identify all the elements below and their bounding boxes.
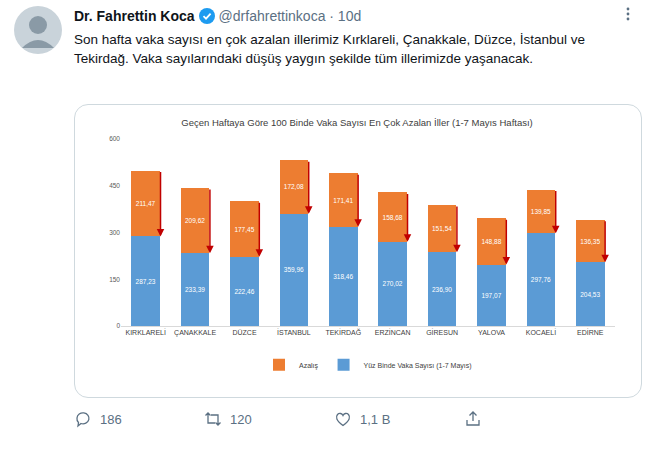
- svg-text:209,62: 209,62: [185, 217, 205, 224]
- svg-text:177,45: 177,45: [234, 226, 254, 233]
- html-text:1,1 B: 1,1 B: [360, 411, 391, 427]
- svg-text:148,88: 148,88: [481, 238, 501, 245]
- svg-text:YALOVA: YALOVA: [478, 329, 505, 336]
- svg-text:297,76: 297,76: [531, 276, 551, 283]
- html-text:186: 186: [100, 411, 122, 427]
- svg-text:EDİRNE: EDİRNE: [577, 328, 604, 336]
- svg-text:287,23: 287,23: [136, 278, 156, 285]
- svg-text:300: 300: [109, 229, 120, 236]
- svg-text:139,85: 139,85: [531, 208, 551, 215]
- svg-text:136,35: 136,35: [580, 238, 600, 245]
- svg-text:197,07: 197,07: [481, 292, 501, 299]
- svg-text:Azalış: Azalış: [299, 362, 319, 370]
- svg-text:150: 150: [109, 276, 120, 283]
- svg-text:204,53: 204,53: [580, 291, 600, 298]
- svg-text:151,54: 151,54: [432, 225, 452, 232]
- svg-text:TEKİRDAĞ: TEKİRDAĞ: [325, 328, 361, 336]
- svg-text:318,46: 318,46: [333, 273, 353, 280]
- svg-text:450: 450: [109, 182, 120, 189]
- svg-text:600: 600: [109, 135, 120, 142]
- svg-text:158,68: 158,68: [383, 214, 403, 221]
- svg-text:Yüz Binde Vaka Sayısı (1-7 May: Yüz Binde Vaka Sayısı (1-7 Mayıs): [364, 362, 472, 370]
- svg-text:233,39: 233,39: [185, 286, 205, 293]
- svg-text:211,47: 211,47: [136, 200, 156, 207]
- svg-text:222,46: 222,46: [234, 288, 254, 295]
- svg-text:359,96: 359,96: [284, 266, 304, 273]
- svg-text:0: 0: [116, 322, 120, 329]
- svg-text:172,08: 172,08: [284, 183, 304, 190]
- svg-text:İSTANBUL: İSTANBUL: [277, 328, 311, 336]
- html-text:Son hafta vaka sayısı en çok a: Son hafta vaka sayısı en çok azalan ille…: [74, 32, 585, 66]
- svg-text:KOCAELİ: KOCAELİ: [526, 328, 556, 336]
- svg-text:ERZİNCAN: ERZİNCAN: [375, 328, 411, 336]
- html-text:Dr. Fahrettin Koca: Dr. Fahrettin Koca: [74, 8, 195, 24]
- html-text:120: 120: [230, 411, 252, 427]
- svg-text:Geçen Haftaya Göre 100 Binde V: Geçen Haftaya Göre 100 Binde Vaka Sayısı…: [181, 117, 533, 128]
- svg-text:KIRKLARELİ: KIRKLARELİ: [125, 328, 166, 336]
- svg-text:GİRESUN: GİRESUN: [426, 328, 458, 336]
- svg-text:236,90: 236,90: [432, 286, 452, 293]
- html-text:@drfahrettinkoca · 10d: @drfahrettinkoca · 10d: [218, 8, 362, 24]
- svg-text:171,41: 171,41: [333, 197, 353, 204]
- svg-text:ÇANAKKALE: ÇANAKKALE: [174, 329, 216, 337]
- svg-text:270,02: 270,02: [383, 280, 403, 287]
- svg-text:DÜZCE: DÜZCE: [232, 329, 256, 336]
